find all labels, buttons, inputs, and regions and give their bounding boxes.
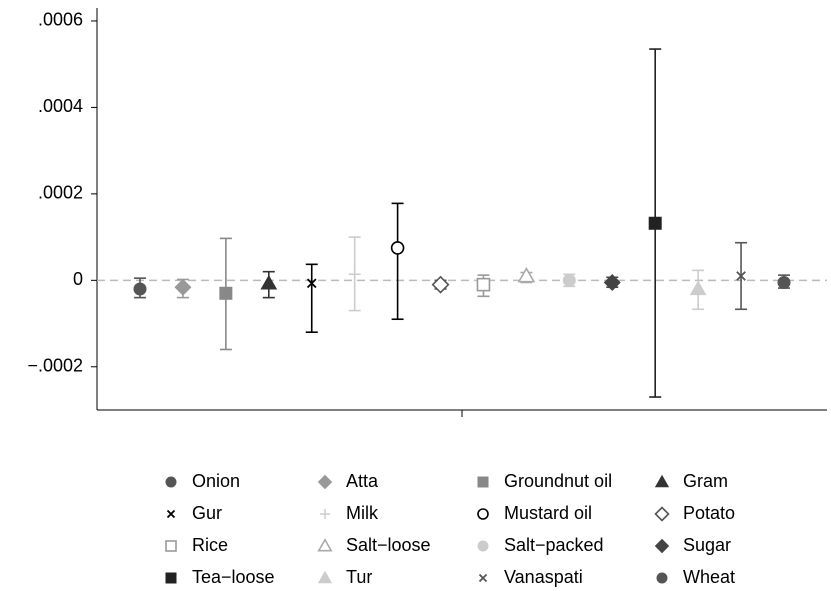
- legend-label: Onion: [192, 471, 240, 491]
- point-marker: [603, 273, 621, 291]
- legend-label: Potato: [683, 503, 735, 523]
- legend-label: Gram: [683, 471, 728, 491]
- legend-marker: [317, 538, 333, 552]
- legend-marker: [656, 572, 668, 584]
- point-marker: [348, 268, 361, 281]
- point-marker: [736, 271, 746, 281]
- point-marker: [306, 278, 317, 289]
- point-marker: [390, 241, 405, 255]
- legend-marker: [166, 509, 176, 519]
- y-tick-label: .0006: [38, 10, 83, 30]
- legend-marker: [165, 476, 177, 488]
- legend-label: Salt−packed: [504, 535, 604, 555]
- legend-label: Salt−loose: [346, 535, 431, 555]
- legend-marker: [654, 538, 670, 554]
- legend-label: Tur: [346, 567, 372, 587]
- legend-marker: [320, 509, 330, 519]
- y-tick-label: −.0002: [27, 356, 83, 376]
- legend-marker: [165, 540, 177, 552]
- legend-marker: [477, 540, 489, 552]
- legend-marker: [317, 570, 333, 584]
- legend-marker: [477, 476, 489, 488]
- legend-label: Mustard oil: [504, 503, 592, 523]
- legend-marker: [165, 572, 177, 584]
- legend-label: Vanaspati: [504, 567, 583, 587]
- legend-marker: [317, 474, 333, 490]
- legend-marker: [477, 508, 489, 520]
- point-marker: [648, 216, 662, 230]
- point-marker: [777, 275, 791, 289]
- legend-label: Tea−loose: [192, 567, 275, 587]
- point-marker: [174, 278, 192, 296]
- point-marker: [219, 286, 233, 300]
- point-marker: [517, 266, 536, 283]
- point-marker: [689, 280, 707, 296]
- y-tick-label: .0004: [38, 96, 83, 116]
- point-marker: [476, 277, 491, 292]
- y-tick-label: 0: [73, 269, 83, 289]
- legend-label: Milk: [346, 503, 379, 523]
- legend-label: Sugar: [683, 535, 731, 555]
- legend-marker: [478, 573, 488, 583]
- legend-label: Gur: [192, 503, 222, 523]
- y-tick-label: .0002: [38, 183, 83, 203]
- legend-label: Rice: [192, 535, 228, 555]
- point-marker: [562, 273, 576, 287]
- point-marker: [431, 275, 450, 294]
- point-marker: [133, 282, 147, 296]
- legend-label: Groundnut oil: [504, 471, 612, 491]
- legend-label: Atta: [346, 471, 379, 491]
- legend-label: Wheat: [683, 567, 735, 587]
- point-marker: [260, 274, 278, 290]
- legend-marker: [654, 506, 670, 522]
- legend-marker: [654, 474, 670, 488]
